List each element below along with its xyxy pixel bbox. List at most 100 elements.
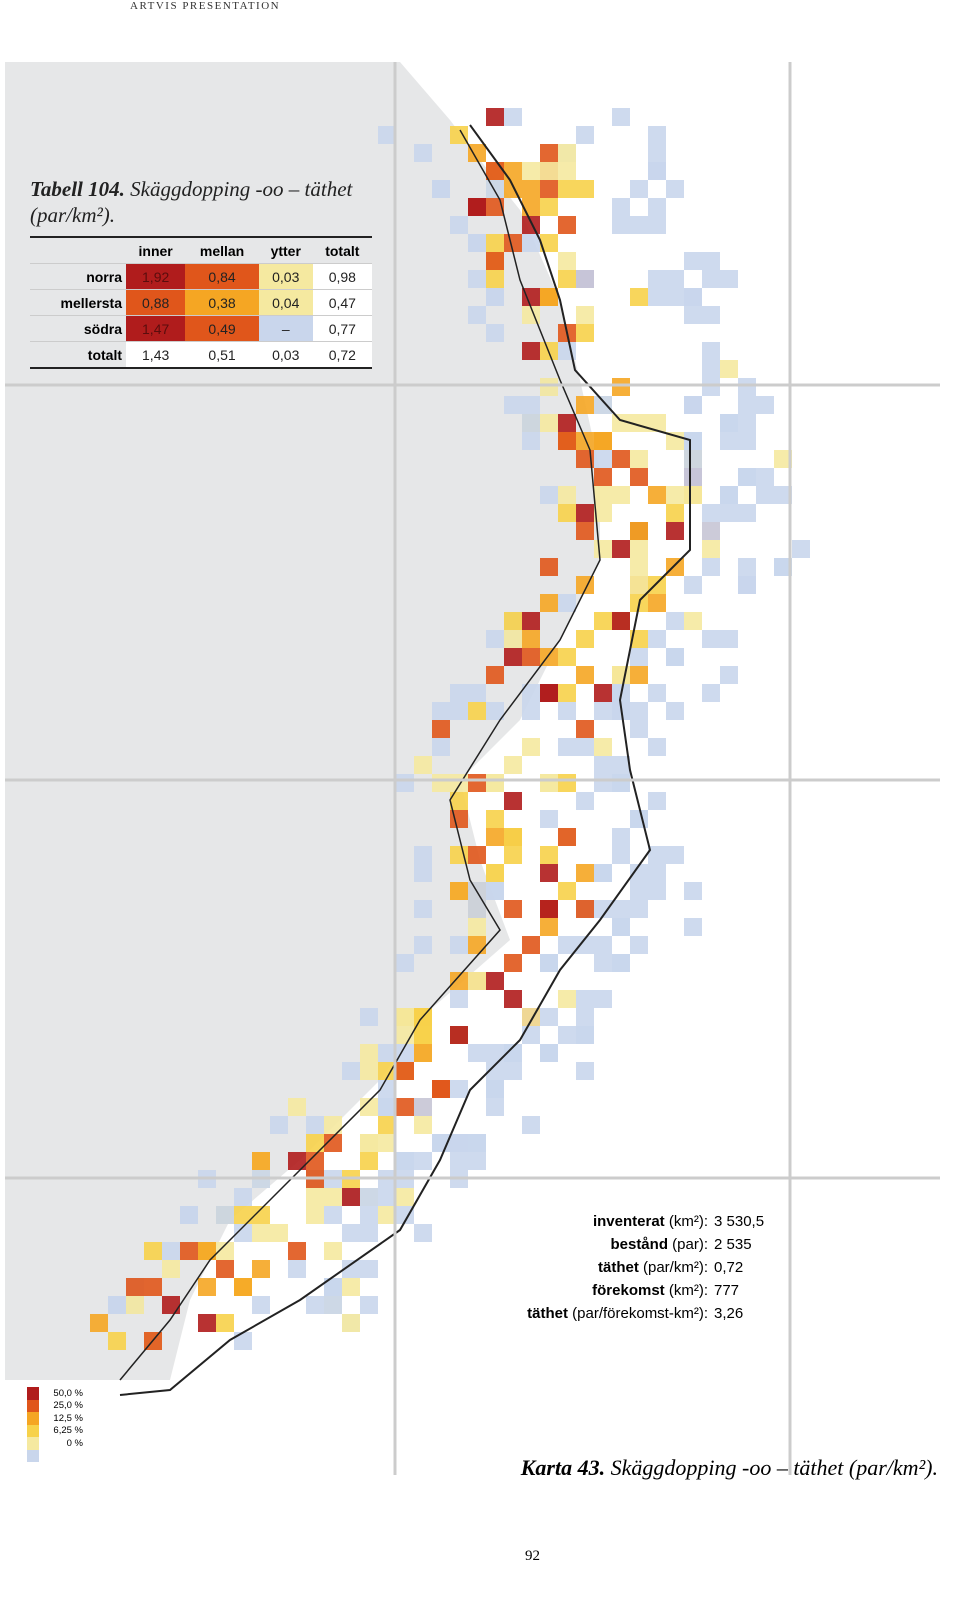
map-cell (666, 180, 684, 198)
map-cell (396, 1152, 414, 1170)
map-cell (450, 1134, 468, 1152)
table-cell: 0,77 (312, 315, 372, 342)
map-cell (594, 612, 612, 630)
map-cell (594, 864, 612, 882)
map-cell (360, 1062, 378, 1080)
map-cell (576, 990, 594, 1008)
map-cell (774, 450, 792, 468)
map-cell (522, 936, 540, 954)
map-cell (558, 990, 576, 1008)
map-cell (540, 144, 558, 162)
map-cell (540, 684, 558, 702)
map-cell (684, 252, 702, 270)
map-cell (468, 270, 486, 288)
map-cell (684, 882, 702, 900)
map-grid (5, 62, 940, 1475)
map-cell (540, 864, 558, 882)
map-cell (486, 180, 504, 198)
map-cell (720, 666, 738, 684)
map-cell (630, 810, 648, 828)
stat-row: täthet (par/förekomst-km²): 3,26 (420, 1302, 764, 1325)
map-cell (486, 324, 504, 342)
stat-unit: (km²): (668, 1213, 708, 1230)
map-cell (666, 648, 684, 666)
map-cell (558, 882, 576, 900)
map-cell (702, 558, 720, 576)
map-cell (576, 522, 594, 540)
map-cell (612, 918, 630, 936)
map-cell (414, 846, 432, 864)
map-cell (504, 1062, 522, 1080)
map-cell (648, 738, 666, 756)
map-cell (234, 1188, 252, 1206)
map-cell (540, 288, 558, 306)
table-cell: 0,51 (185, 341, 259, 369)
map-cell (594, 756, 612, 774)
map-cell (396, 1206, 414, 1224)
map-cell (720, 486, 738, 504)
map-cell (612, 378, 630, 396)
map-cell (576, 180, 594, 198)
map-cell (486, 882, 504, 900)
corner (30, 237, 126, 264)
map-cell (396, 1188, 414, 1206)
table-cell: 0,03 (258, 263, 313, 290)
map-cell (414, 864, 432, 882)
map-cell (306, 1116, 324, 1134)
map-cell (378, 1098, 396, 1116)
map-cell (702, 522, 720, 540)
map-cell (576, 630, 594, 648)
map-cell (540, 198, 558, 216)
map-cell (288, 1242, 306, 1260)
table-title-text: Skäggdopping -oo – täthet (par/km²). (30, 177, 353, 227)
map-cell (684, 288, 702, 306)
map-cell (738, 576, 756, 594)
map-cell (468, 306, 486, 324)
map-cell (540, 1008, 558, 1026)
map-cell (576, 864, 594, 882)
table-row: totalt 1,43 0,51 0,03 0,72 (30, 341, 372, 369)
map-cell (720, 270, 738, 288)
map-cell (90, 1314, 108, 1332)
map-cell (324, 1206, 342, 1224)
map-cell (666, 288, 684, 306)
legend-label: 6,25 % (53, 1425, 83, 1437)
map-cell (414, 1098, 432, 1116)
map-cell (558, 414, 576, 432)
map-cell (576, 666, 594, 684)
map-cell (522, 198, 540, 216)
map-cell (522, 684, 540, 702)
map-cell (360, 1134, 378, 1152)
stat-term-block: täthet (par/förekomst-km²): (420, 1302, 708, 1325)
column-header: mellan (185, 237, 259, 264)
header: ARTVIS PRESENTATION (130, 0, 281, 12)
row-label: totalt (30, 341, 126, 369)
map-cell (234, 1224, 252, 1242)
map-cell (648, 216, 666, 234)
map-cell (396, 1062, 414, 1080)
map-cell (684, 306, 702, 324)
map-cell (504, 954, 522, 972)
map-cell (522, 162, 540, 180)
stat-value: 3,26 (714, 1305, 744, 1322)
map-cell (504, 180, 522, 198)
map-cell (180, 1242, 198, 1260)
map-cell (684, 576, 702, 594)
stat-term: inventerat (592, 1213, 665, 1230)
map-cell (468, 900, 486, 918)
map-cell (684, 486, 702, 504)
map-cell (324, 1278, 342, 1296)
map-cell (450, 972, 468, 990)
map-cell (594, 900, 612, 918)
table: inner mellan ytter totalt norra 1,92 0,84 0,03 0… (30, 236, 372, 369)
map-cell (450, 936, 468, 954)
map-cell (648, 630, 666, 648)
map-cell (558, 684, 576, 702)
map-cell (576, 1008, 594, 1026)
map-cell (522, 216, 540, 234)
map-cell (612, 846, 630, 864)
map-cell (450, 810, 468, 828)
map-cell (648, 486, 666, 504)
map-cell (522, 432, 540, 450)
map-cell (216, 1314, 234, 1332)
